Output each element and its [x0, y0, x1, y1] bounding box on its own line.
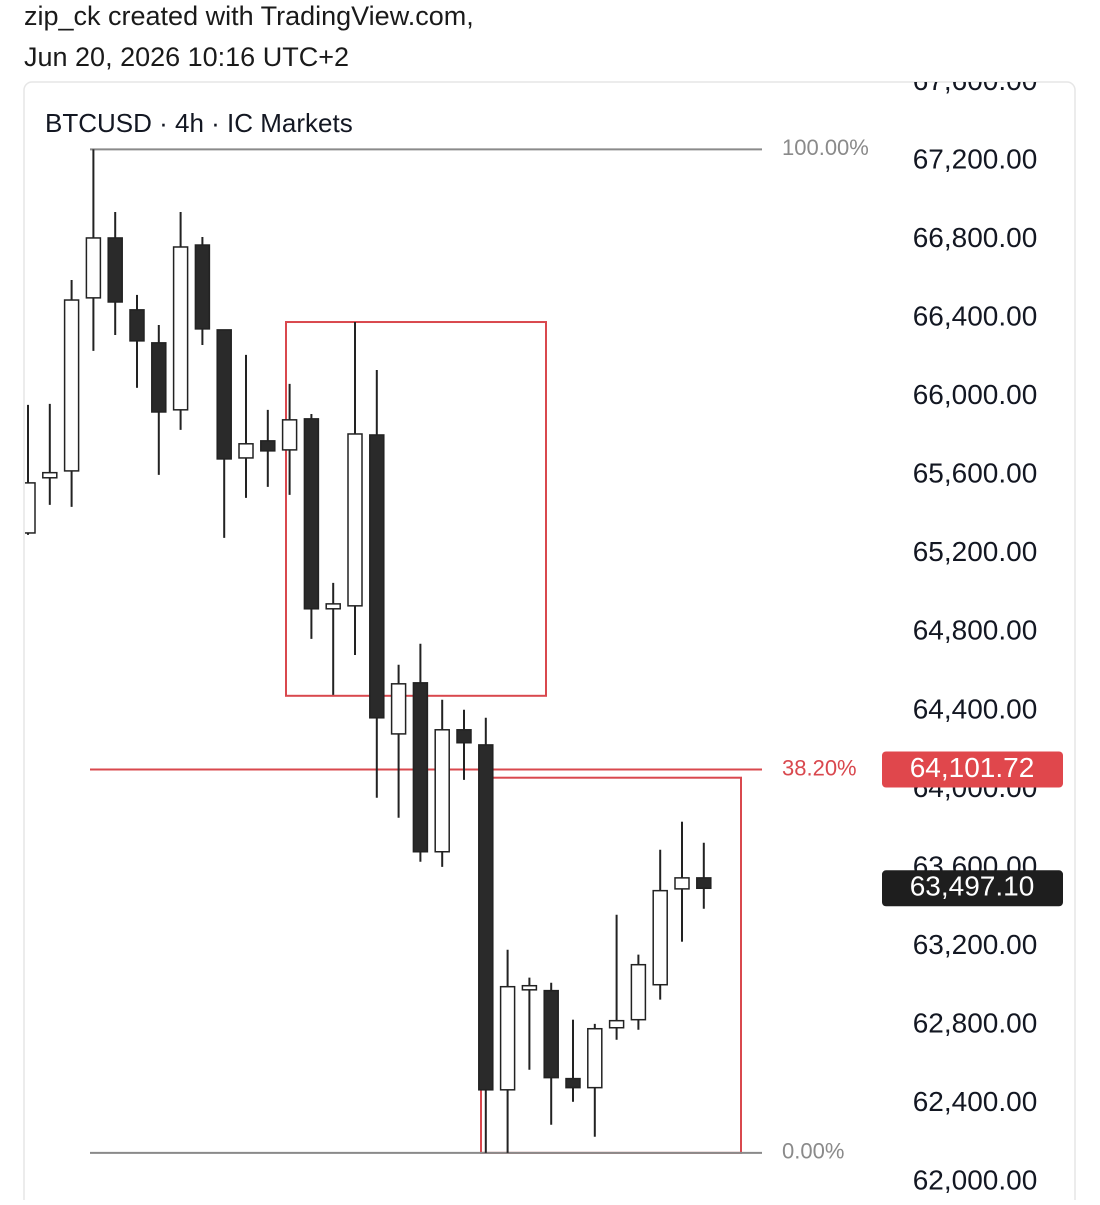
y-tick-label: 64,800.00	[913, 615, 1038, 646]
y-tick-label: 65,600.00	[913, 458, 1038, 489]
candle-body	[434, 729, 450, 853]
y-tick-label: 66,000.00	[913, 379, 1038, 410]
candle-body	[652, 889, 668, 986]
plot-area	[25, 148, 762, 1154]
candle-body	[172, 246, 189, 411]
candle-body	[347, 433, 363, 607]
candle-body	[499, 985, 516, 1091]
y-tick-label: 64,400.00	[913, 693, 1038, 724]
fib-label: 38.20%	[782, 755, 857, 780]
candle-body	[281, 419, 298, 451]
candle-body	[85, 237, 102, 299]
candle-body	[369, 434, 385, 719]
candle-body	[325, 603, 341, 610]
candle-body	[456, 729, 472, 744]
candle-body	[107, 237, 123, 303]
header-line: Jun 20, 2026 10:16 UTC+2	[24, 42, 349, 72]
candle-body	[608, 1019, 625, 1029]
candle-body	[303, 418, 320, 610]
candle-body	[412, 682, 429, 853]
y-tick-label: 66,800.00	[913, 222, 1038, 253]
y-tick-label: 62,800.00	[913, 1008, 1038, 1039]
candle-body	[674, 877, 690, 890]
candle-body	[543, 989, 559, 1079]
y-tick-label: 63,200.00	[913, 929, 1038, 960]
y-tick-label: 66,400.00	[913, 300, 1038, 331]
y-tick-label: 67,600.00	[913, 65, 1038, 96]
price-tag-label: 63,497.10	[910, 871, 1035, 902]
candle-body	[129, 309, 145, 342]
candle-body	[25, 482, 36, 534]
candle-body	[521, 984, 538, 991]
candle-body	[390, 683, 407, 735]
candle-body	[696, 877, 712, 890]
fib-label: 0.00%	[782, 1139, 844, 1164]
price-tag	[882, 870, 1063, 907]
y-tick-label: 62,000.00	[913, 1165, 1038, 1196]
candle-body	[194, 244, 211, 330]
y-tick-label: 67,200.00	[913, 143, 1038, 174]
y-tick-label: 62,400.00	[913, 1086, 1038, 1117]
candle-body	[63, 299, 80, 472]
candle-body	[565, 1077, 581, 1089]
candle-body	[630, 963, 647, 1021]
price-axis: 67,600.00 67,200.00 66,800.00 66,400.00 66,0…	[913, 65, 1038, 1196]
candle-body	[216, 329, 232, 460]
header-line: zip_ck created with TradingView.com,	[24, 1, 474, 31]
candle-body	[42, 471, 58, 479]
price-tag-label: 64,101.72	[910, 752, 1035, 783]
candle-body	[260, 440, 276, 452]
chart-title: BTCUSD · 4h · IC Markets	[45, 108, 353, 138]
y-tick-label: 65,200.00	[913, 536, 1038, 567]
candle-body	[478, 744, 494, 1091]
fib-label: 100.00%	[782, 135, 869, 160]
candle-body	[238, 443, 254, 459]
candle-body	[151, 342, 167, 413]
candle-body	[587, 1027, 603, 1089]
price-tag	[882, 751, 1063, 788]
